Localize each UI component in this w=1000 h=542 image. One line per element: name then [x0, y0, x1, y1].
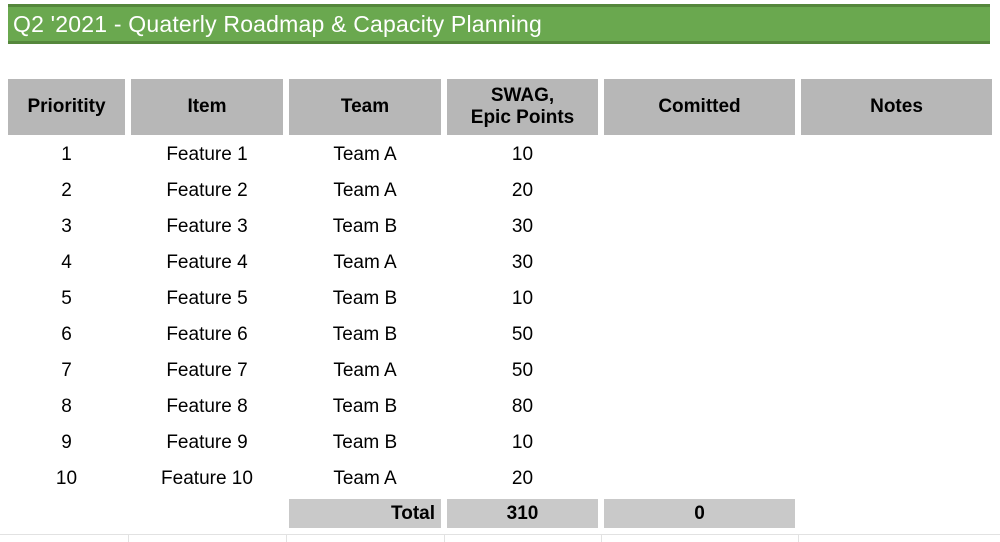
cell-priority[interactable]: 1 — [61, 144, 72, 165]
page-title: Q2 '2021 - Quaterly Roadmap & Capacity P… — [13, 10, 543, 37]
cell-team[interactable]: Team B — [332, 432, 398, 453]
cell-swag[interactable]: 80 — [511, 396, 534, 417]
bottom-gridline — [0, 534, 1000, 535]
cell-notes[interactable] — [801, 389, 992, 425]
cell-notes[interactable] — [801, 425, 992, 461]
cell-committed[interactable] — [604, 245, 795, 281]
cell-item[interactable]: Feature 6 — [166, 324, 248, 345]
cell-notes[interactable] — [801, 137, 992, 173]
cell-swag[interactable]: 50 — [511, 324, 534, 345]
column-gridline-stub — [798, 534, 799, 542]
cell-swag[interactable]: 30 — [511, 216, 534, 237]
column-header-prioritity[interactable]: Prioritity — [8, 79, 125, 135]
cell-notes[interactable] — [801, 245, 992, 281]
cell-swag[interactable]: 30 — [511, 252, 534, 273]
cell-team[interactable]: Team B — [332, 396, 398, 417]
total-empty-priority — [8, 499, 125, 528]
cell-committed[interactable] — [604, 425, 795, 461]
cell-committed[interactable] — [604, 281, 795, 317]
cell-committed[interactable] — [604, 317, 795, 353]
cell-priority[interactable]: 4 — [61, 252, 72, 273]
column-header-team[interactable]: Team — [289, 79, 441, 135]
cell-committed[interactable] — [604, 209, 795, 245]
cell-item[interactable]: Feature 3 — [166, 216, 248, 237]
cell-item[interactable]: Feature 8 — [166, 396, 248, 417]
cell-swag[interactable]: 10 — [511, 144, 534, 165]
cell-team[interactable]: Team A — [333, 252, 397, 273]
total-swag-value[interactable]: 310 — [447, 499, 598, 528]
cell-item[interactable]: Feature 1 — [166, 144, 248, 165]
cell-priority[interactable]: 6 — [61, 324, 72, 345]
cell-item[interactable]: Feature 5 — [166, 288, 248, 309]
cell-notes[interactable] — [801, 317, 992, 353]
column-header-item[interactable]: Item — [131, 79, 283, 135]
cell-item[interactable]: Feature 9 — [166, 432, 248, 453]
cell-notes[interactable] — [801, 173, 992, 209]
cell-item[interactable]: Feature 10 — [161, 468, 253, 489]
cell-item[interactable]: Feature 7 — [166, 360, 248, 381]
cell-priority[interactable]: 2 — [61, 180, 72, 201]
table-total-row: Total 310 0 — [8, 499, 992, 528]
cell-priority[interactable]: 5 — [61, 288, 72, 309]
cell-item[interactable]: Feature 2 — [166, 180, 248, 201]
cell-committed[interactable] — [604, 137, 795, 173]
column-gridline-stub — [601, 534, 602, 542]
cell-priority[interactable]: 10 — [55, 468, 78, 489]
cell-priority[interactable]: 9 — [61, 432, 72, 453]
cell-swag[interactable]: 10 — [511, 432, 534, 453]
cell-swag[interactable]: 10 — [511, 288, 534, 309]
cell-notes[interactable] — [801, 461, 992, 497]
cell-team[interactable]: Team A — [333, 144, 397, 165]
cell-swag[interactable]: 50 — [511, 360, 534, 381]
total-empty-item — [131, 499, 283, 528]
cell-team[interactable]: Team B — [332, 288, 398, 309]
cell-priority[interactable]: 3 — [61, 216, 72, 237]
total-label[interactable]: Total — [289, 499, 441, 528]
total-empty-notes — [801, 499, 992, 528]
column-gridline-stub — [286, 534, 287, 542]
title-bar: Q2 '2021 - Quaterly Roadmap & Capacity P… — [8, 4, 990, 44]
cell-committed[interactable] — [604, 353, 795, 389]
table-body: 1 Feature 1 Team A 10 2 Feature 2 Team A… — [8, 137, 992, 497]
cell-team[interactable]: Team A — [333, 180, 397, 201]
cell-committed[interactable] — [604, 389, 795, 425]
column-header-comitted[interactable]: Comitted — [604, 79, 795, 135]
table-header-row: Prioritity Item Team SWAG, Epic Points C… — [8, 79, 992, 135]
cell-priority[interactable]: 7 — [61, 360, 72, 381]
cell-team[interactable]: Team B — [332, 324, 398, 345]
cell-notes[interactable] — [801, 281, 992, 317]
column-header-swag[interactable]: SWAG, Epic Points — [447, 79, 598, 135]
column-header-notes[interactable]: Notes — [801, 79, 992, 135]
column-gridline-stub — [444, 534, 445, 542]
column-gridline-stub — [128, 534, 129, 542]
cell-notes[interactable] — [801, 353, 992, 389]
cell-committed[interactable] — [604, 461, 795, 497]
cell-item[interactable]: Feature 4 — [166, 252, 248, 273]
cell-notes[interactable] — [801, 209, 992, 245]
cell-swag[interactable]: 20 — [511, 468, 534, 489]
total-committed-value[interactable]: 0 — [604, 499, 795, 528]
cell-team[interactable]: Team A — [333, 468, 397, 489]
cell-team[interactable]: Team B — [332, 216, 398, 237]
cell-swag[interactable]: 20 — [511, 180, 534, 201]
cell-priority[interactable]: 8 — [61, 396, 72, 417]
cell-team[interactable]: Team A — [333, 360, 397, 381]
cell-committed[interactable] — [604, 173, 795, 209]
